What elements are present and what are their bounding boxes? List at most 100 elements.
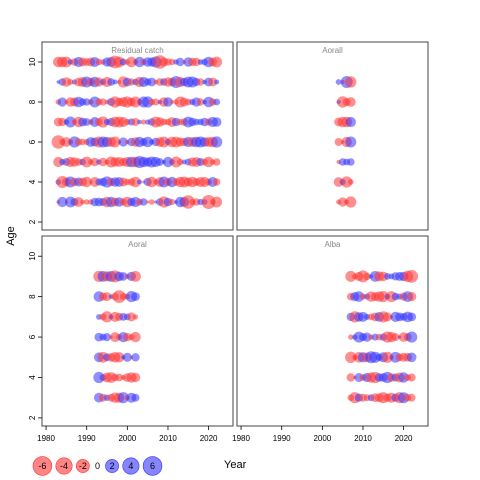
residual-bubble bbox=[130, 271, 141, 282]
residual-bubble bbox=[345, 97, 356, 107]
residual-bubble bbox=[132, 314, 139, 320]
residual-bubble bbox=[341, 176, 353, 188]
residual-bubble bbox=[169, 99, 175, 105]
residual-bubble bbox=[362, 332, 372, 342]
panels: Residual catch Aorall Aoral Alba bbox=[41, 41, 429, 427]
x-tick-label: 2000 bbox=[313, 434, 331, 443]
y-tick-label: 6 bbox=[28, 139, 37, 144]
residual-bubble bbox=[131, 118, 140, 126]
x-tick-label: 2020 bbox=[200, 434, 218, 443]
residual-bubble bbox=[115, 373, 124, 382]
residual-bubble bbox=[214, 79, 220, 85]
residual-bubble bbox=[118, 137, 128, 147]
y-tick-label: 2 bbox=[28, 415, 37, 420]
y-tick-label: 2 bbox=[28, 219, 37, 224]
residual-bubble bbox=[119, 58, 127, 66]
residual-bubble bbox=[347, 179, 354, 185]
residual-bubble bbox=[407, 312, 417, 322]
residual-bubble bbox=[101, 311, 113, 323]
residual-bubble bbox=[345, 196, 357, 208]
residual-bubble bbox=[122, 352, 132, 362]
residual-bubble bbox=[83, 98, 91, 106]
residual-bubble bbox=[114, 352, 125, 363]
residual-bubble bbox=[102, 292, 112, 301]
residual-bubble bbox=[181, 195, 195, 209]
panel-title: Aoral bbox=[128, 240, 147, 249]
y-tick-label: 10 bbox=[28, 57, 37, 66]
residual-bubble bbox=[58, 117, 67, 127]
residual-bubble bbox=[211, 117, 222, 127]
residual-bubble bbox=[126, 56, 137, 68]
residual-bubble bbox=[57, 196, 68, 208]
residual-bubble bbox=[146, 200, 150, 204]
residual-bubble bbox=[405, 270, 419, 283]
x-tick-label: 2000 bbox=[118, 434, 136, 443]
residual-bubble bbox=[208, 77, 218, 87]
residual-bubble bbox=[99, 98, 107, 106]
residual-bubble bbox=[211, 136, 223, 148]
residual-bubble bbox=[95, 58, 103, 66]
residual-bubble bbox=[137, 119, 142, 125]
residual-bubble bbox=[338, 197, 348, 207]
residual-bubble bbox=[141, 119, 147, 125]
residual-bubble bbox=[131, 292, 140, 301]
y-tick-label: 6 bbox=[28, 334, 37, 339]
x-tick-label: 1980 bbox=[37, 434, 55, 443]
residual-bubble bbox=[117, 392, 129, 404]
residual-bubble bbox=[168, 198, 176, 206]
residual-bubble bbox=[146, 176, 157, 188]
legend-bubble bbox=[75, 459, 90, 473]
residual-bubble bbox=[131, 393, 140, 402]
x-tick-label: 1980 bbox=[232, 434, 250, 443]
legend-bubble bbox=[142, 456, 163, 476]
y-tick-label: 8 bbox=[28, 99, 37, 104]
residual-bubble bbox=[382, 312, 392, 322]
residual-bubble bbox=[152, 98, 160, 106]
x-tick-label: 1990 bbox=[273, 434, 291, 443]
residual-bubble bbox=[407, 292, 417, 302]
residual-bubble bbox=[90, 157, 100, 167]
residual-bubble bbox=[407, 373, 416, 382]
residual-bubble bbox=[142, 136, 153, 148]
residual-bubble bbox=[406, 352, 417, 363]
residual-bubble bbox=[377, 291, 389, 303]
residual-bubble bbox=[119, 272, 128, 281]
panel-title: Aorall bbox=[322, 46, 343, 55]
residual-bubble bbox=[147, 77, 157, 87]
residual-bubble bbox=[126, 312, 136, 322]
residual-bubble bbox=[163, 97, 173, 107]
residual-bubble bbox=[61, 56, 72, 68]
residual-bubble bbox=[213, 98, 221, 106]
residual-bubble bbox=[162, 156, 174, 168]
residual-bubble bbox=[381, 351, 393, 363]
residual-bubble bbox=[139, 198, 148, 206]
panel-4: Alba bbox=[236, 235, 429, 427]
y-tick-label: 10 bbox=[28, 251, 37, 260]
y-tick-label: 8 bbox=[28, 294, 37, 299]
residual-bubble bbox=[211, 196, 223, 208]
residual-bubble bbox=[211, 56, 223, 68]
legend-bubble bbox=[55, 457, 73, 475]
y-tick-label: 4 bbox=[28, 179, 37, 184]
panel-2: Aorall bbox=[236, 41, 429, 231]
legend-label: -4 bbox=[60, 461, 68, 471]
residual-bubble bbox=[345, 76, 357, 88]
panel-frame bbox=[41, 235, 234, 427]
residual-bubble bbox=[347, 158, 355, 166]
panel-title: Residual catch bbox=[111, 46, 163, 55]
residual-bubble bbox=[51, 135, 65, 149]
residual-bubble bbox=[345, 351, 357, 363]
residual-bubble bbox=[82, 118, 91, 126]
residual-bubble bbox=[345, 136, 357, 148]
residual-bubble bbox=[363, 272, 371, 281]
panel-3: Aoral bbox=[41, 235, 234, 427]
residual-bubble bbox=[130, 176, 141, 188]
residual-bubble bbox=[80, 199, 85, 205]
residual-bubble bbox=[213, 158, 221, 166]
residual-bubble bbox=[196, 78, 205, 86]
x-tick-label: 1990 bbox=[78, 434, 96, 443]
panel-frame bbox=[41, 41, 234, 231]
residual-bubble bbox=[73, 197, 84, 207]
legend-label: 6 bbox=[150, 461, 155, 471]
residual-bubble bbox=[168, 58, 176, 66]
